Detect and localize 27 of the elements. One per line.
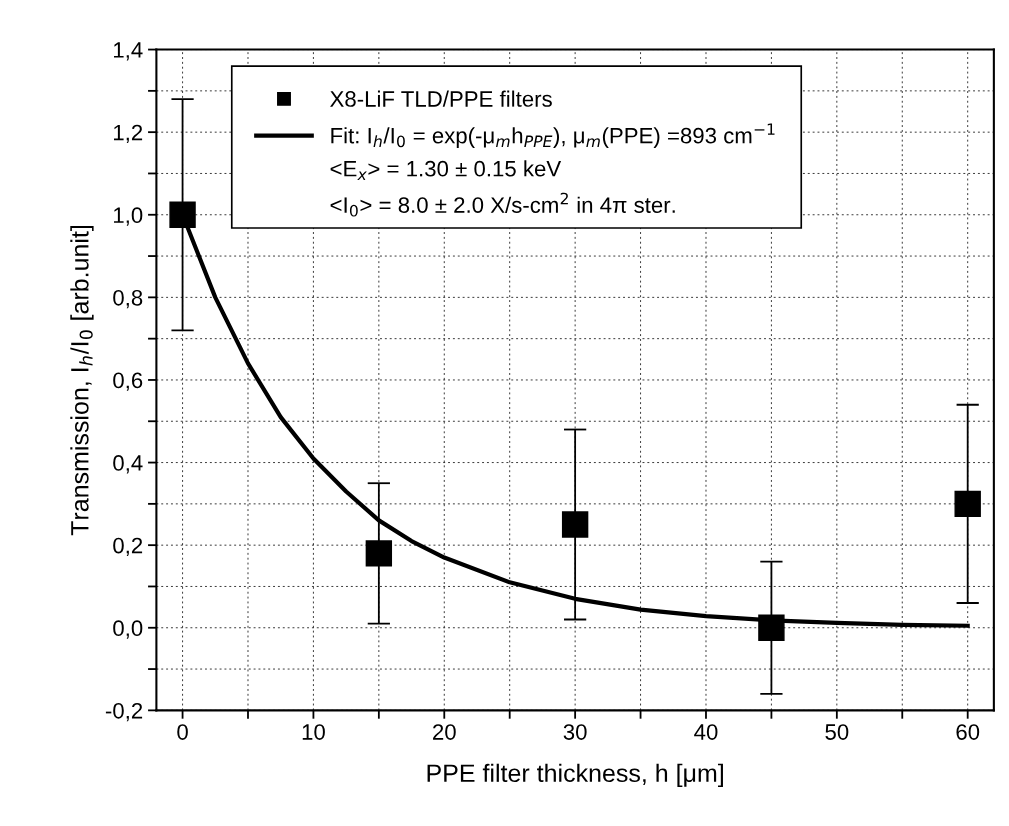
- y-tick-label: -0,2: [105, 702, 143, 722]
- x-tick-label: 40: [694, 724, 718, 740]
- y-tick-label: 0,6: [113, 372, 143, 391]
- point: [561, 511, 589, 538]
- x-tick-label: 60: [956, 724, 980, 740]
- x-tick-label: 10: [302, 724, 325, 740]
- y-tick-label: 0,8: [113, 289, 143, 309]
- y-tick-label: 1,4: [114, 42, 143, 61]
- point: [954, 490, 981, 518]
- y-tick-label: 1,0: [114, 207, 143, 226]
- point: [365, 540, 393, 567]
- x-tick-label: 50: [825, 724, 849, 740]
- x-axis-title: PPE filter thickness, h [μm]: [427, 763, 723, 788]
- y-tick-label: 0,0: [113, 620, 143, 639]
- y-tick-label: 0,2: [113, 537, 143, 557]
- x-tick-label: 30: [563, 724, 587, 740]
- x-tick-label: 0: [177, 724, 188, 740]
- point: [758, 614, 785, 641]
- annotation: <I$_{0}$> = 8.0 ± 2.0 X/s-cm$^{2}$ in 4π ster.: [330, 192, 675, 217]
- annotation: <E$_{x}$> = 1.30 ± 0.15 keV: [330, 160, 562, 180]
- point: [169, 201, 196, 228]
- y-tick-label: 1,2: [114, 124, 143, 144]
- text: Fit: I$_{h}$/I$_{0}$ = exp(-μ$_{m}$h$_{PPE}$), μ$_{m}$(PPE) =893 cm$^{−1}$: [331, 123, 775, 148]
- y-axis-title: Transmission, I$_{h}$/I$_{0}$ [arb.unit]: [70, 225, 94, 536]
- y-tick-label: 0,4: [113, 455, 143, 474]
- x-tick-label: 20: [433, 724, 456, 740]
- legend-label: X8-LiF TLD/PPE filters: [330, 90, 552, 107]
